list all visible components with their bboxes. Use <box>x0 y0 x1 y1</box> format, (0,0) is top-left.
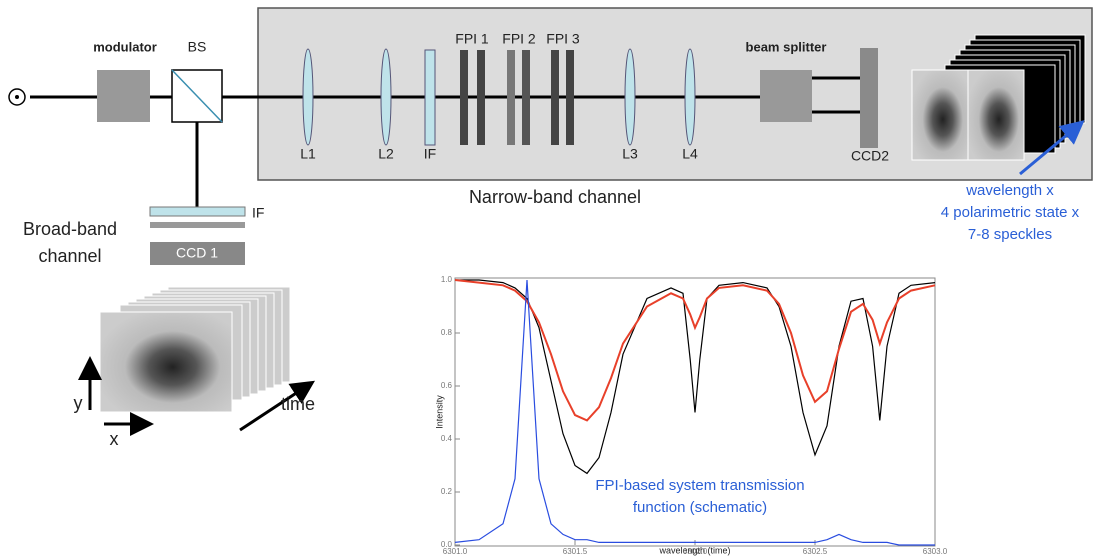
x-tick-label: 6301.5 <box>563 547 588 556</box>
label: L1 <box>300 146 316 162</box>
figure: modulator BS L1 L2 IF L3 L4 FPI 1 FPI 2 … <box>0 0 1114 558</box>
label: FPI 1 <box>455 31 489 47</box>
lens <box>685 49 695 145</box>
filter-plate <box>150 222 245 228</box>
axis-label: time <box>281 394 315 414</box>
axis-label: x <box>110 429 119 449</box>
label: L3 <box>622 146 638 162</box>
modulator <box>97 70 150 122</box>
label: IF <box>252 205 264 221</box>
label: L2 <box>378 146 394 162</box>
x-tick-label: 6303.0 <box>923 547 948 556</box>
lens <box>625 49 635 145</box>
note: wavelength x <box>965 182 1054 199</box>
note: 4 polarimetric state x <box>941 204 1080 221</box>
y-tick-label: 1.0 <box>441 275 453 284</box>
etalon-plate <box>566 50 574 145</box>
channel-title: Broad-band <box>23 219 117 239</box>
y-tick-label: 0.4 <box>441 434 453 443</box>
label: CCD 1 <box>176 245 218 261</box>
lens <box>303 49 313 145</box>
source-dot <box>15 95 19 99</box>
channel-title: channel <box>38 246 101 266</box>
filter <box>425 50 435 145</box>
label: BS <box>188 39 207 55</box>
lens <box>381 49 391 145</box>
label: CCD2 <box>851 148 889 164</box>
y-tick-label: 0.6 <box>441 381 453 390</box>
x-tick-label: 6302.0 <box>683 547 708 556</box>
axis-label: y <box>74 393 83 413</box>
ccd2 <box>860 48 878 148</box>
etalon-plate <box>522 50 530 145</box>
label: L4 <box>682 146 698 162</box>
label: FPI 2 <box>502 31 536 47</box>
etalon-plate <box>507 50 515 145</box>
note: 7-8 speckles <box>968 226 1052 243</box>
image-stack <box>100 287 290 412</box>
y-axis-label: Intensity <box>434 395 444 429</box>
label: IF <box>424 146 436 162</box>
etalon-plate <box>477 50 485 145</box>
channel-title: Narrow-band channel <box>469 187 641 207</box>
etalon-plate <box>551 50 559 145</box>
filter <box>150 207 245 216</box>
annotation: FPI-based system transmission <box>595 477 804 494</box>
etalon-plate <box>460 50 468 145</box>
label: beam splitter <box>746 39 827 54</box>
x-tick-label: 6301.0 <box>443 547 468 556</box>
y-tick-label: 0.8 <box>441 328 453 337</box>
label: FPI 3 <box>546 31 580 47</box>
annotation: function (schematic) <box>633 499 767 516</box>
x-tick-label: 6302.5 <box>803 547 828 556</box>
y-tick-label: 0.2 <box>441 487 453 496</box>
label: modulator <box>93 39 157 54</box>
beam-splitter <box>760 70 812 122</box>
